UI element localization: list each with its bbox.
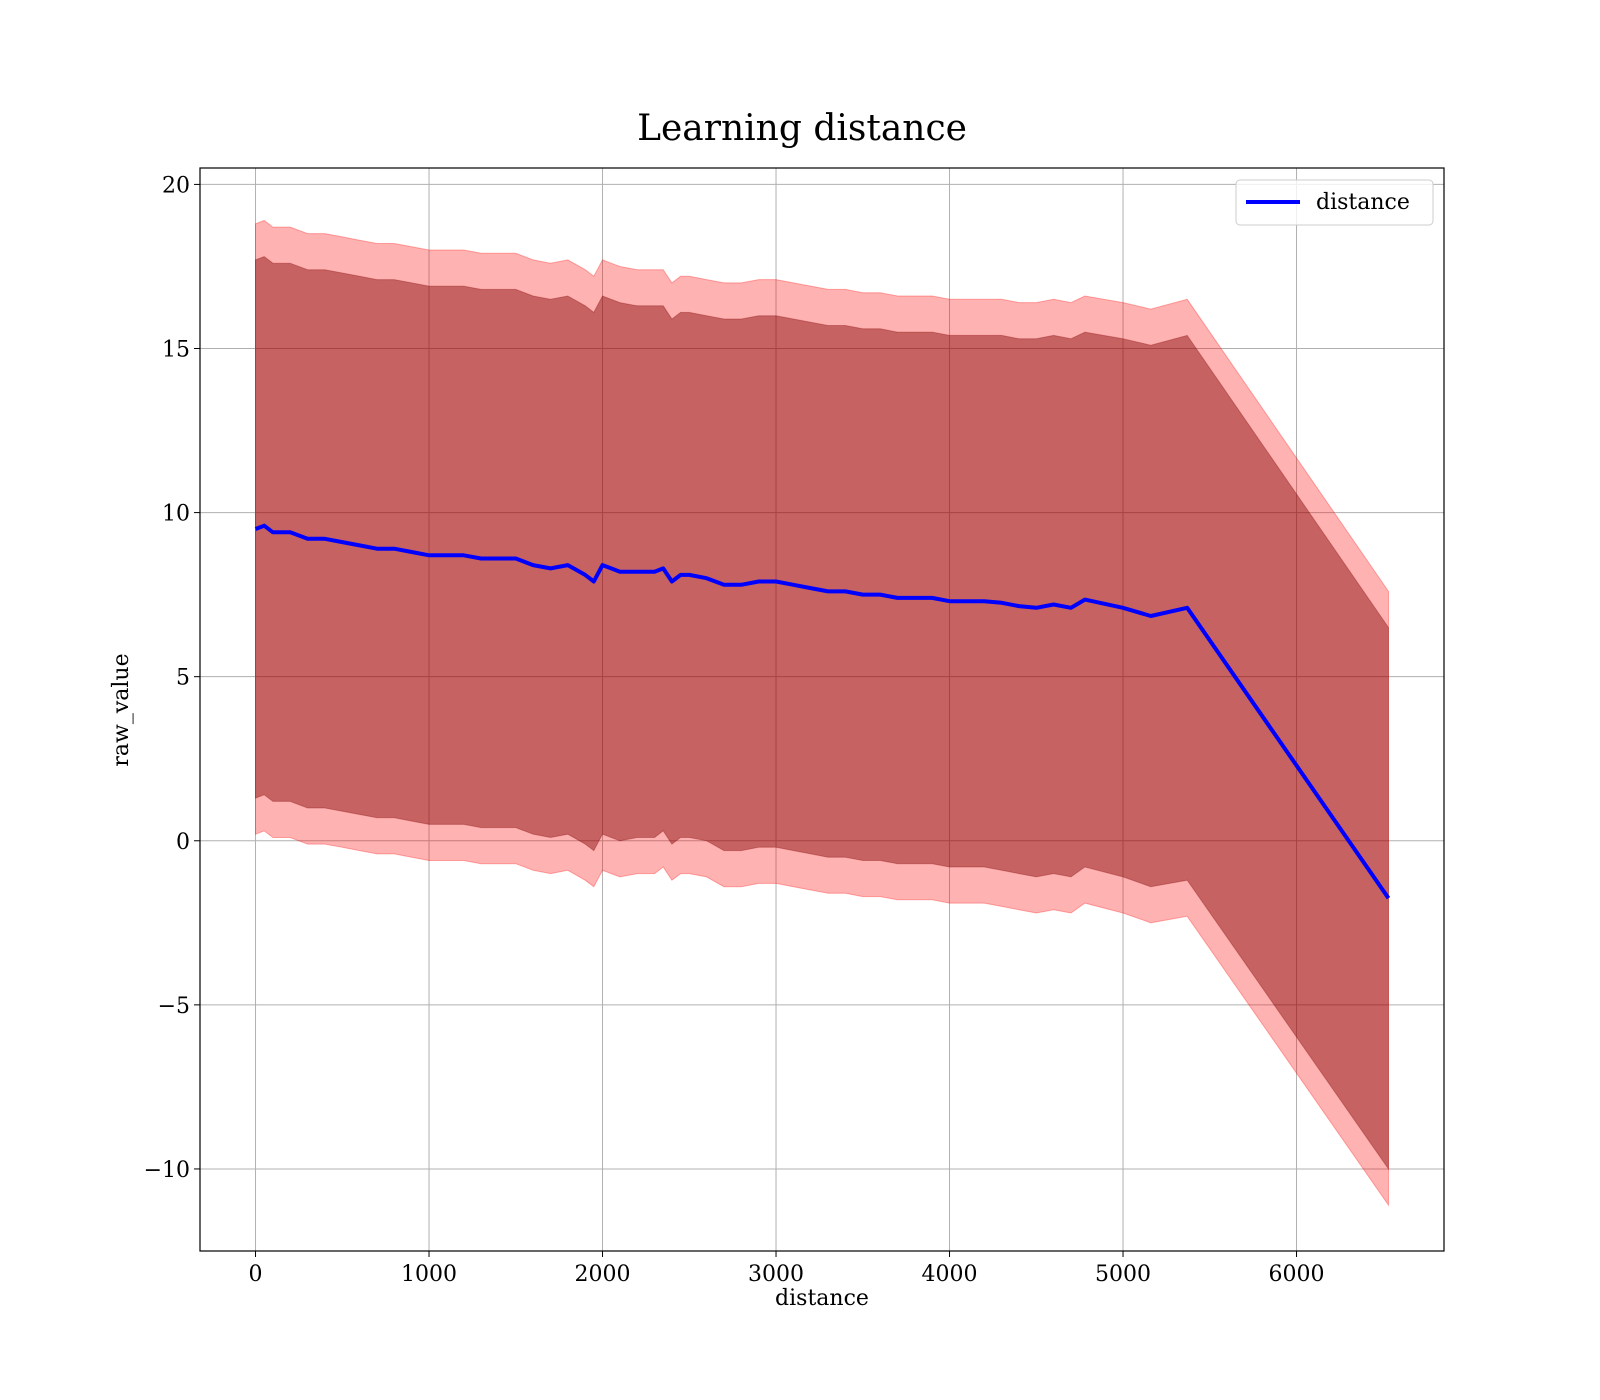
y-tick-label: 10 — [162, 502, 190, 527]
legend: distance — [1235, 179, 1434, 226]
x-tick-label: 3000 — [748, 1262, 804, 1287]
legend-label-distance: distance — [1316, 190, 1410, 215]
x-tick-label: 6000 — [1269, 1262, 1325, 1287]
inner-band-area — [255, 256, 1389, 1171]
legend-box — [1235, 179, 1434, 226]
x-tick-label: 0 — [249, 1262, 263, 1287]
outer-band-area — [255, 219, 1389, 1207]
y-tick-label: −10 — [144, 1158, 190, 1183]
x-axis-ticks: 0 1000 2000 3000 4000 5000 6000 — [249, 1251, 1325, 1287]
y-tick-label: −5 — [158, 994, 190, 1019]
x-tick-label: 1000 — [401, 1262, 457, 1287]
x-tick-label: 2000 — [575, 1262, 631, 1287]
plot-frame — [199, 167, 1445, 1252]
x-tick-label: 4000 — [922, 1262, 978, 1287]
y-tick-label: 0 — [176, 830, 190, 855]
x-tick-label: 5000 — [1095, 1262, 1151, 1287]
y-axis-title: raw_value — [109, 653, 134, 766]
x-axis-title: distance — [775, 1286, 869, 1311]
confidence-bands — [255, 219, 1389, 1207]
y-axis-ticks: −10 −5 0 5 10 15 20 — [144, 173, 200, 1183]
y-tick-label: 5 — [176, 666, 190, 691]
series-line-distance — [254, 523, 1391, 900]
series-lines — [254, 523, 1391, 900]
y-tick-label: 20 — [162, 173, 190, 198]
chart-title: Learning distance — [637, 108, 967, 149]
y-tick-label: 15 — [162, 338, 190, 363]
